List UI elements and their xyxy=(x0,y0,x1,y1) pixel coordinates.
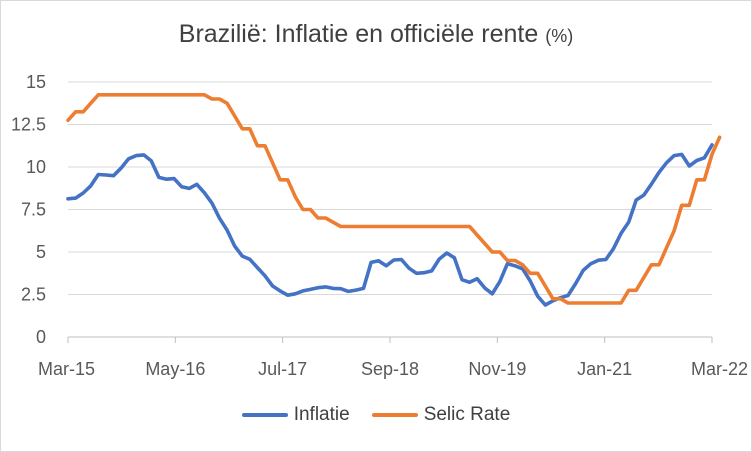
chart-title-unit: (%) xyxy=(545,26,574,46)
x-tick-label: Jul-17 xyxy=(258,359,307,379)
y-tick-label: 2.5 xyxy=(21,285,46,305)
x-tick-label: Jan-21 xyxy=(577,359,632,379)
series-line-inflatie xyxy=(66,143,714,307)
x-tick-label: May-16 xyxy=(145,359,205,379)
legend-swatch-selic-rate xyxy=(371,413,418,417)
legend-label-selic-rate: Selic Rate xyxy=(423,404,511,425)
chart-title: Brazilië: Inflatie en officiële rente (%… xyxy=(0,20,752,49)
x-tick-label: Mar-15 xyxy=(38,359,95,379)
x-tick-label: Nov-19 xyxy=(468,359,526,379)
gridlines xyxy=(68,81,712,295)
series-line-selic-rate xyxy=(66,93,722,305)
x-tick-label: Sep-18 xyxy=(361,359,419,379)
y-tick-label: 0 xyxy=(36,327,46,347)
legend-item-inflatie: Inflatie xyxy=(241,404,350,426)
series-lines xyxy=(66,93,722,307)
legend-item-selic-rate: Selic Rate xyxy=(371,404,511,426)
y-axis-ticks: 0 2.5 5 7.5 10 12.5 15 xyxy=(11,72,46,347)
legend: Inflatie Selic Rate xyxy=(0,404,752,426)
y-tick-label: 5 xyxy=(36,242,46,262)
legend-swatch-inflatie xyxy=(241,413,288,417)
y-tick-label: 12.5 xyxy=(11,115,46,135)
y-tick-label: 7.5 xyxy=(21,200,46,220)
x-axis: Mar-15 May-16 Jul-17 Sep-18 Nov-19 Jan-21 Mar-… xyxy=(38,336,748,379)
legend-label-inflatie: Inflatie xyxy=(293,404,350,425)
x-tick-label: Mar-22 xyxy=(691,359,748,379)
y-tick-label: 10 xyxy=(26,157,46,177)
chart-title-main: Brazilië: Inflatie en officiële rente xyxy=(178,20,539,48)
y-tick-label: 15 xyxy=(26,72,46,92)
